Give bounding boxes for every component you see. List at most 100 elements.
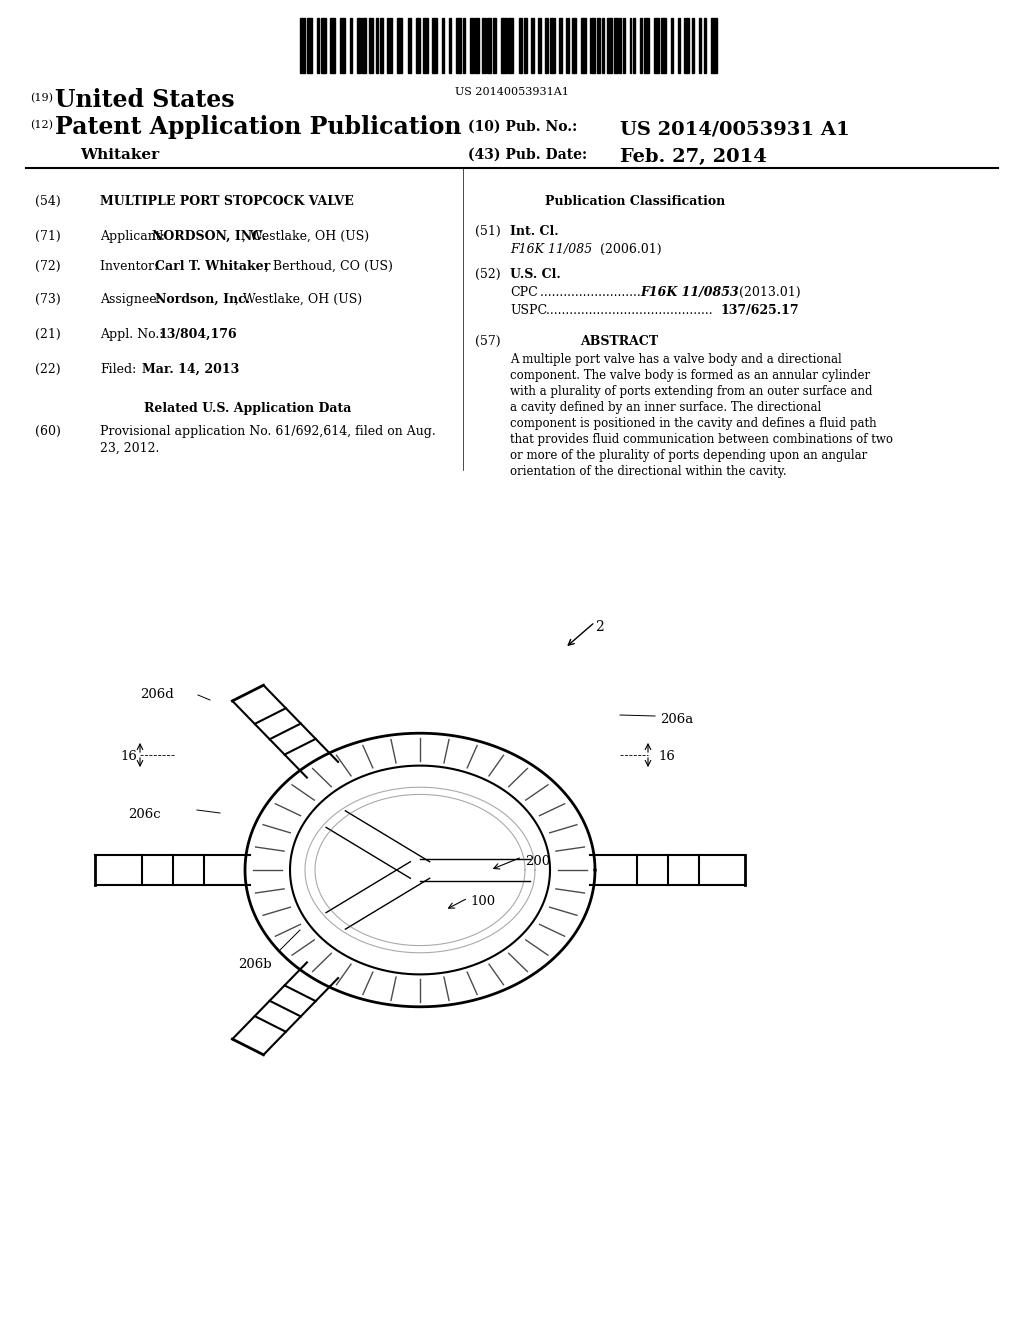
Bar	[487, 18, 490, 73]
Text: US 2014/0053931 A1: US 2014/0053931 A1	[620, 120, 850, 139]
Text: USPC: USPC	[510, 304, 547, 317]
Text: Related U.S. Application Data: Related U.S. Application Data	[143, 403, 351, 414]
Bar	[524, 18, 527, 73]
Text: (19): (19)	[30, 92, 53, 103]
Text: (73): (73)	[35, 293, 60, 306]
Bar	[684, 18, 689, 73]
Text: (22): (22)	[35, 363, 60, 376]
Text: ..........................: ..........................	[536, 286, 641, 300]
Text: US 20140053931A1: US 20140053931A1	[455, 87, 569, 96]
Bar	[705, 18, 707, 73]
Bar	[692, 18, 694, 73]
Text: NORDSON, INC.: NORDSON, INC.	[152, 230, 266, 243]
Bar	[590, 18, 595, 73]
Bar	[502, 18, 507, 73]
Text: 2: 2	[595, 620, 604, 634]
Text: ...........................................: ........................................…	[542, 304, 713, 317]
Text: (60): (60)	[35, 425, 60, 438]
Text: (10) Pub. No.:: (10) Pub. No.:	[468, 120, 578, 135]
Bar	[475, 18, 479, 73]
Text: (2006.01): (2006.01)	[600, 243, 662, 256]
Bar	[654, 18, 659, 73]
Text: U.S. Cl.: U.S. Cl.	[510, 268, 561, 281]
Bar	[482, 18, 485, 73]
Text: (54): (54)	[35, 195, 60, 209]
Text: Provisional application No. 61/692,614, filed on Aug.: Provisional application No. 61/692,614, …	[100, 425, 436, 438]
Text: Nordson, Inc.: Nordson, Inc.	[155, 293, 250, 306]
Text: Carl T. Whitaker: Carl T. Whitaker	[155, 260, 270, 273]
Bar	[417, 18, 420, 73]
Text: (2013.01): (2013.01)	[735, 286, 801, 300]
Bar	[300, 18, 305, 73]
Text: 206d: 206d	[140, 688, 174, 701]
Text: , Westlake, OH (US): , Westlake, OH (US)	[242, 230, 369, 243]
Bar	[633, 18, 635, 73]
Text: (57): (57)	[475, 335, 501, 348]
Text: with a plurality of ports extending from an outer surface and: with a plurality of ports extending from…	[510, 385, 872, 399]
Text: 206c: 206c	[128, 808, 161, 821]
Text: orientation of the directional within the cavity.: orientation of the directional within th…	[510, 465, 786, 478]
Bar	[362, 18, 366, 73]
Text: Patent Application Publication: Patent Application Publication	[55, 115, 462, 139]
Bar	[370, 18, 373, 73]
Text: (12): (12)	[30, 120, 53, 131]
Text: 100: 100	[470, 895, 496, 908]
Bar	[432, 18, 437, 73]
Bar	[340, 18, 345, 73]
Text: CPC: CPC	[510, 286, 538, 300]
Bar	[377, 18, 378, 73]
Bar	[530, 18, 535, 73]
Bar	[457, 18, 462, 73]
Bar	[565, 18, 569, 73]
Text: , Westlake, OH (US): , Westlake, OH (US)	[234, 293, 362, 306]
Bar	[450, 18, 451, 73]
Text: 23, 2012.: 23, 2012.	[100, 442, 160, 455]
Text: that provides fluid communication between combinations of two: that provides fluid communication betwee…	[510, 433, 893, 446]
Text: Int. Cl.: Int. Cl.	[510, 224, 559, 238]
Text: Mar. 14, 2013: Mar. 14, 2013	[142, 363, 240, 376]
Bar	[330, 18, 335, 73]
Text: 206a: 206a	[660, 713, 693, 726]
Text: ABSTRACT: ABSTRACT	[580, 335, 658, 348]
Bar	[397, 18, 402, 73]
Bar	[387, 18, 388, 73]
Text: Whitaker: Whitaker	[80, 148, 159, 162]
Text: 16: 16	[120, 750, 137, 763]
Text: 16: 16	[658, 750, 675, 763]
Bar	[582, 18, 587, 73]
Text: (52): (52)	[475, 268, 501, 281]
Text: A multiple port valve has a valve body and a directional: A multiple port valve has a valve body a…	[510, 352, 842, 366]
Text: (51): (51)	[475, 224, 501, 238]
Bar	[620, 18, 622, 73]
Bar	[672, 18, 673, 73]
Bar	[463, 18, 465, 73]
Bar	[602, 18, 604, 73]
Text: F16K 11/085: F16K 11/085	[510, 243, 592, 256]
Bar	[597, 18, 600, 73]
Bar	[630, 18, 632, 73]
Text: or more of the plurality of ports depending upon an angular: or more of the plurality of ports depend…	[510, 449, 867, 462]
Text: Feb. 27, 2014: Feb. 27, 2014	[620, 148, 767, 166]
Text: MULTIPLE PORT STOPCOCK VALVE: MULTIPLE PORT STOPCOCK VALVE	[100, 195, 353, 209]
Text: component. The valve body is formed as an annular cylinder: component. The valve body is formed as a…	[510, 370, 870, 381]
Text: Applicant:: Applicant:	[100, 230, 169, 243]
Text: (43) Pub. Date:: (43) Pub. Date:	[468, 148, 587, 162]
Text: component is positioned in the cavity and defines a fluid path: component is positioned in the cavity an…	[510, 417, 877, 430]
Bar	[660, 18, 667, 73]
Text: 13/804,176: 13/804,176	[158, 327, 237, 341]
Bar	[712, 18, 717, 73]
Bar	[678, 18, 680, 73]
Text: Publication Classification: Publication Classification	[545, 195, 725, 209]
Bar	[614, 18, 617, 73]
Text: (21): (21)	[35, 327, 60, 341]
Bar	[442, 18, 444, 73]
Text: (71): (71)	[35, 230, 60, 243]
Bar	[545, 18, 548, 73]
Text: United States: United States	[55, 88, 234, 112]
Bar	[423, 18, 428, 73]
Bar	[644, 18, 649, 73]
Bar	[317, 18, 319, 73]
Text: F16K 11/0853: F16K 11/0853	[640, 286, 738, 300]
Bar	[559, 18, 562, 73]
Bar	[623, 18, 625, 73]
